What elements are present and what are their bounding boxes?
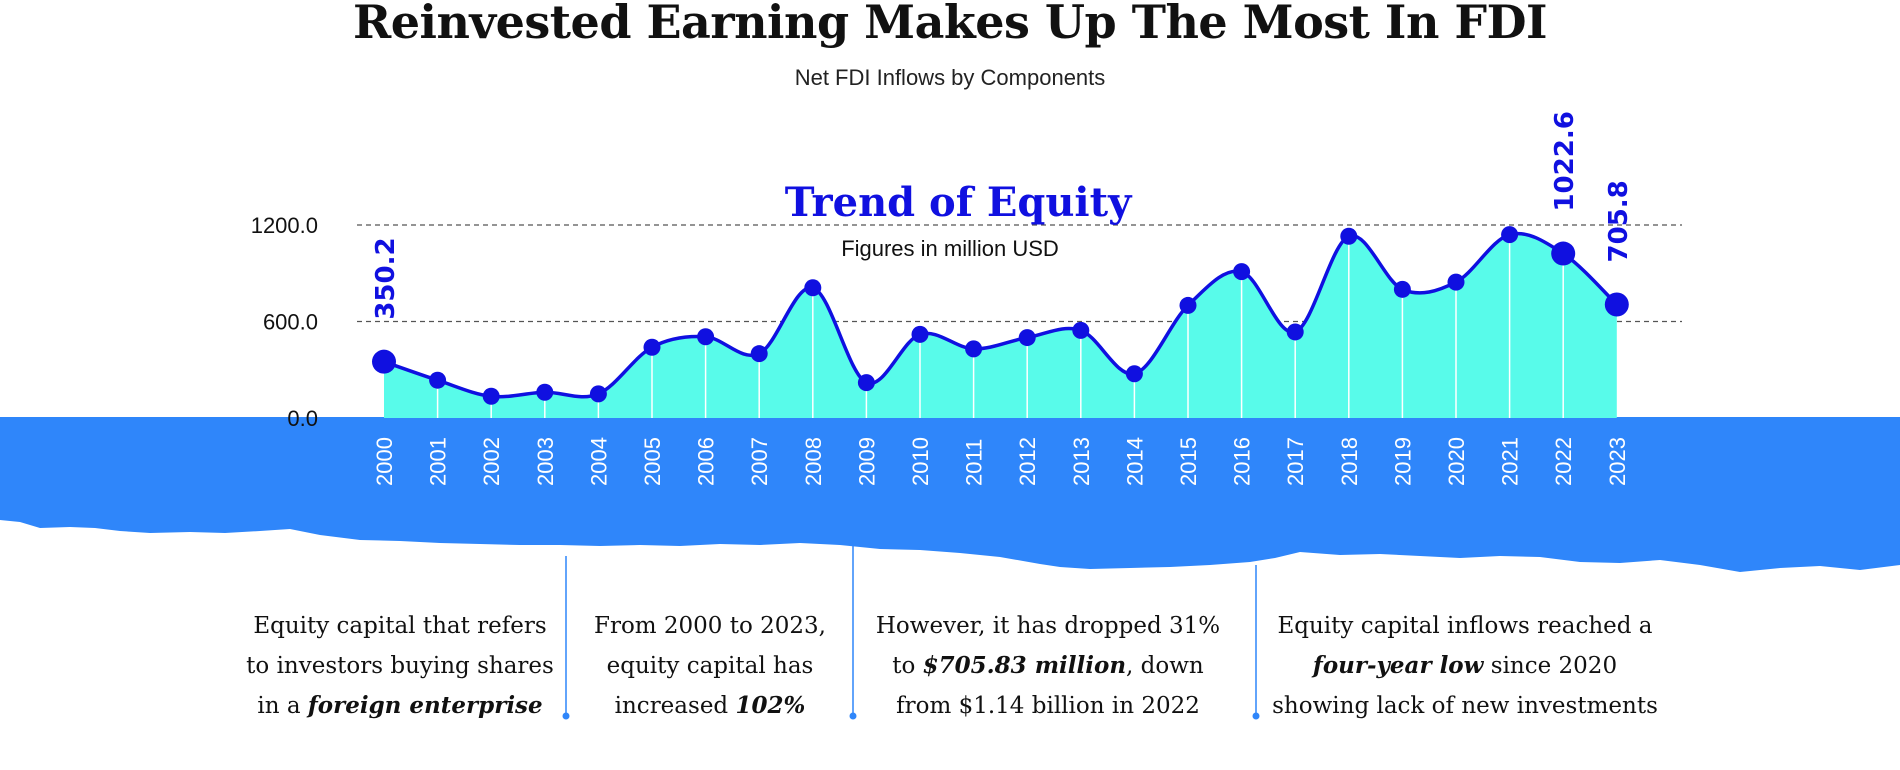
- chart-subtitle: Figures in million USD: [841, 236, 1059, 261]
- x-tick-label: 2002: [479, 437, 504, 486]
- x-tick-label: 2015: [1176, 437, 1201, 486]
- x-tick-label: 2016: [1230, 437, 1255, 486]
- caption-4: Equity capital inflows reached a four-yea…: [1255, 606, 1675, 726]
- y-tick-label: 1200.0: [251, 213, 318, 238]
- x-tick-label: 2013: [1069, 437, 1094, 486]
- data-point-2007: [750, 345, 768, 363]
- data-point-2008: [804, 279, 822, 297]
- caption-4-tail: since 2020 showing lack of new investment…: [1272, 653, 1658, 719]
- caption-3-emphasis: $705.83 million: [922, 652, 1127, 679]
- caption-2-text: From 2000 to 2023, equity capital has incr…: [593, 613, 826, 719]
- data-point-2010: [911, 325, 929, 343]
- x-tick-label: 2010: [908, 437, 933, 486]
- data-point-2017: [1286, 323, 1304, 341]
- x-tick-label: 2007: [747, 437, 772, 486]
- data-point-2003: [536, 383, 554, 401]
- x-tick-label: 2012: [1015, 437, 1040, 486]
- x-tick-label: 2003: [533, 437, 558, 486]
- data-point-2001: [429, 371, 447, 389]
- marks-layer: [372, 226, 1629, 720]
- x-tick-label: 2000: [372, 437, 397, 486]
- area-layer: [383, 231, 1619, 418]
- caption-1: Equity capital that refers to investors b…: [240, 606, 560, 726]
- connector-dot: [1252, 712, 1260, 720]
- caption-1-text: Equity capital that refers to investors b…: [246, 613, 554, 719]
- data-point-2014: [1125, 365, 1143, 383]
- data-point-2016: [1233, 263, 1251, 281]
- data-point-2005: [643, 338, 661, 356]
- data-label-2023: 705.8: [1604, 180, 1634, 262]
- x-tick-label: 2001: [426, 437, 451, 486]
- data-point-2002: [482, 387, 500, 405]
- data-label-2022: 1022.6: [1550, 111, 1580, 211]
- caption-3-text: However, it has dropped 31% to: [875, 613, 1221, 679]
- x-tick-label: 2005: [640, 437, 665, 486]
- caption-3-tail: , down from $1.14 billion in 2022: [896, 653, 1204, 719]
- chart-title: Trend of Equity: [785, 179, 1133, 226]
- connector-dot: [849, 712, 857, 720]
- x-tick-label: 2008: [801, 437, 826, 486]
- x-tick-label: 2023: [1605, 437, 1630, 486]
- x-tick-label: 2018: [1337, 437, 1362, 486]
- x-tick-label: 2004: [586, 437, 611, 486]
- data-point-2009: [857, 374, 875, 392]
- area-fill: [384, 233, 1617, 418]
- data-point-2020: [1447, 273, 1465, 291]
- connector-dot: [562, 712, 570, 720]
- caption-4-emphasis: four-year low: [1312, 652, 1484, 679]
- x-tick-label: 2019: [1390, 437, 1415, 486]
- data-point-2022: [1551, 241, 1576, 266]
- caption-3: However, it has dropped 31% to $705.83 mi…: [868, 606, 1228, 726]
- data-point-2021: [1501, 226, 1519, 244]
- page-subtitle: Net FDI Inflows by Components: [794, 65, 1106, 90]
- chart-text-layer: 0.0 600.0 1200.0 2000 2001 2002 2003 2004 2005 20…: [251, 111, 1634, 486]
- data-point-2004: [589, 385, 607, 403]
- caption-1-emphasis: foreign enterprise: [307, 692, 543, 719]
- caption-2-emphasis: 102%: [735, 692, 806, 719]
- x-tick-label: 2020: [1444, 437, 1469, 486]
- data-point-2018: [1340, 227, 1358, 245]
- y-tick-label: 0.0: [287, 406, 318, 431]
- x-tick-label: 2006: [694, 437, 719, 486]
- page-title: Reinvested Earning Makes Up The Most In …: [353, 0, 1547, 49]
- caption-2: From 2000 to 2023, equity capital has incr…: [580, 606, 840, 726]
- blue-band: [0, 417, 1900, 572]
- x-tick-label: 2011: [962, 439, 987, 486]
- y-tick-label: 600.0: [263, 310, 318, 335]
- x-tick-label: 2009: [854, 437, 879, 486]
- x-tick-label: 2017: [1283, 437, 1308, 486]
- caption-4-text: Equity capital inflows reached a: [1277, 613, 1653, 639]
- data-point-2015: [1179, 296, 1197, 314]
- data-point-2000: [372, 349, 396, 374]
- blue-band-layer: [0, 417, 1900, 572]
- data-point-2006: [697, 328, 715, 346]
- data-point-2019: [1393, 280, 1411, 298]
- x-tick-label: 2014: [1122, 437, 1147, 486]
- data-point-2013: [1072, 321, 1090, 339]
- data-label-2000: 350.2: [371, 237, 401, 319]
- data-point-2011: [965, 340, 983, 358]
- x-tick-label: 2021: [1498, 437, 1523, 486]
- data-point-2023: [1604, 292, 1629, 317]
- x-tick-label: 2022: [1551, 437, 1576, 486]
- gridlines: [357, 224, 1682, 323]
- data-point-2012: [1018, 329, 1036, 347]
